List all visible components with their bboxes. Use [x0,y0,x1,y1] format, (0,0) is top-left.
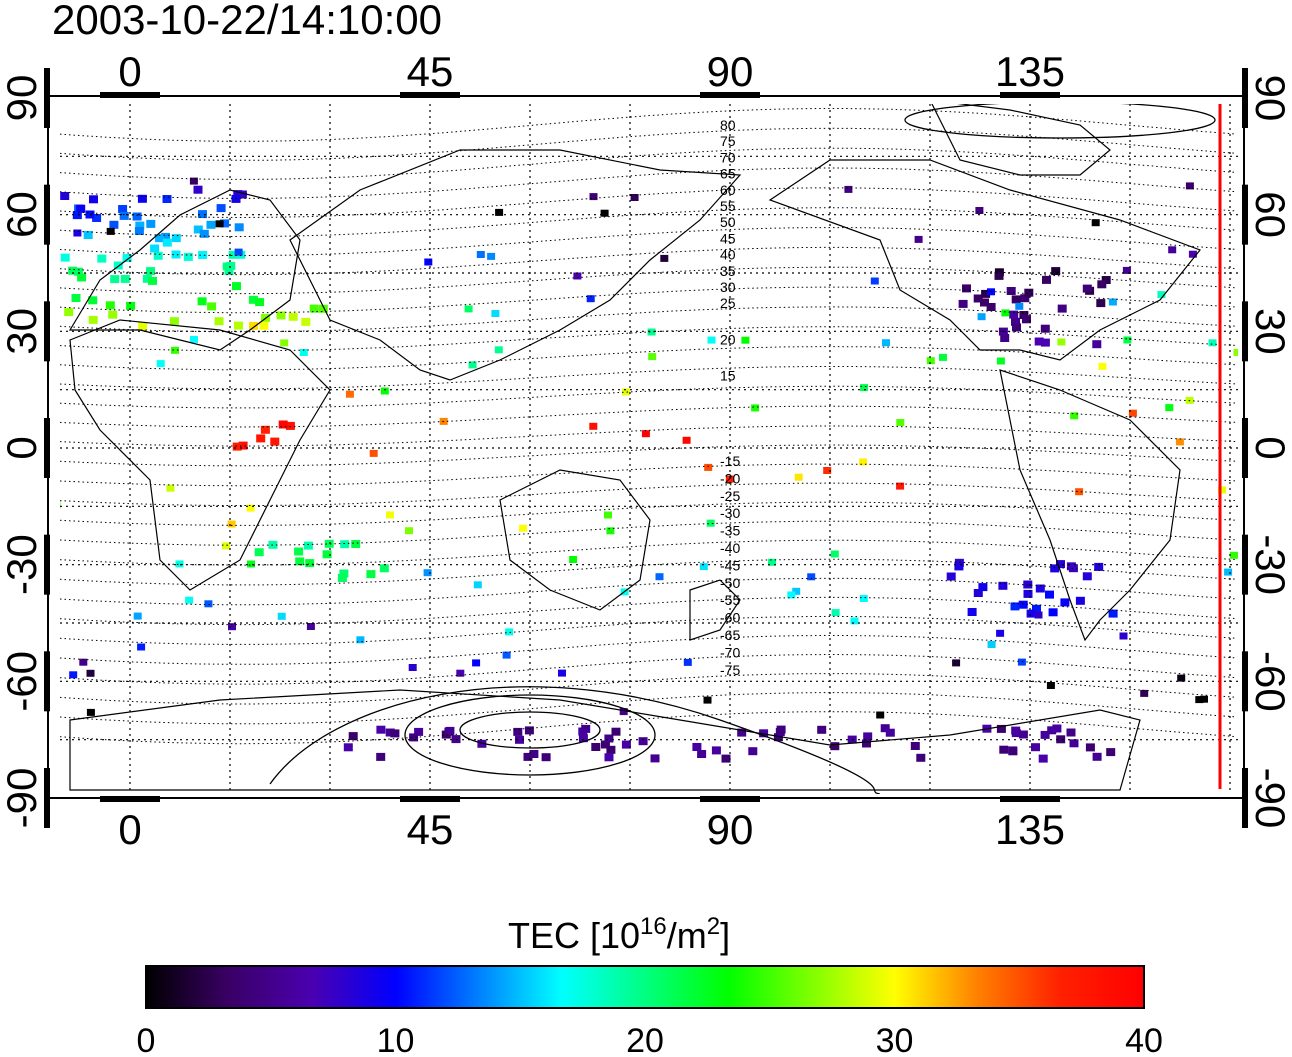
coastline-1 [69,319,331,591]
contour-label: 60 [720,182,736,198]
y-tick-right: 60 [1247,191,1292,238]
y-tick-right: -60 [1247,651,1292,712]
contour-label: 50 [720,214,736,230]
y-axis-left-ticks: 90 60 30 0 -30 -60 -90 [0,75,45,829]
lat-lon-grid [60,104,1238,794]
colorbar-tick: 10 [377,1022,415,1057]
colorbar-title: TEC [1016/m2] [508,913,730,956]
contour-label: 45 [720,230,736,246]
coastline-7 [931,104,1111,176]
contour-label: -65 [720,627,740,643]
contour-label: -60 [720,610,740,626]
tec-cluster-southern-africa [254,539,389,582]
colorbar-tick: 30 [876,1022,914,1057]
contour-label: -20 [720,470,740,486]
tec-cluster-mediterranean [64,294,328,331]
x-axis-top-ticks: 04590135180-135-90-45 [118,48,1065,95]
contour-label: -45 [720,557,740,573]
coastline-4 [689,579,741,641]
tec-cluster-north-africa [232,420,295,451]
x-tick-top: 0 [118,48,141,95]
contour-label: -25 [720,488,740,504]
colorbar-tick: 20 [626,1022,664,1057]
coastline-2 [289,149,742,381]
contour-label: 75 [720,133,736,149]
contour-label: 65 [720,166,736,182]
colorbar-tick: 0 [137,1022,156,1057]
contour-label: 70 [720,149,736,165]
tec-scatter [60,177,1238,719]
contour-label: 20 [720,331,736,347]
contour-label: 80 [720,117,736,133]
y-tick-left: -90 [0,768,45,829]
tec-cluster-japan [958,267,1111,349]
y-tick-right: -30 [1247,534,1292,595]
coastline-6 [999,369,1181,642]
x-tick-bottom: 45 [407,806,454,853]
y-tick-left: -60 [0,651,45,712]
y-tick-right: 30 [1247,308,1292,355]
x-tick-top: 135 [995,48,1065,95]
frame-tick-bars [44,68,1248,828]
y-tick-left: 0 [0,436,45,459]
x-tick-bottom: 90 [707,806,754,853]
x-axis-bottom-ticks: 04590135180-135-90-45 [118,806,1065,853]
contour-label: -35 [720,523,740,539]
y-tick-right: 0 [1247,436,1292,459]
colorbar [145,965,1145,1009]
contour-label: -15 [720,453,740,469]
contour-label: -40 [720,540,740,556]
y-tick-left: 60 [0,191,45,238]
y-tick-left: -30 [0,534,45,595]
x-tick-bottom: 0 [118,806,141,853]
contour-label: 35 [720,263,736,279]
y-axis-right-ticks: 90 60 30 0 -30 -60 -90 [1247,75,1292,829]
y-tick-left: 90 [0,75,45,122]
contour-label: -75 [720,662,740,678]
contour-label: 55 [720,198,736,214]
tec-cluster-australia [946,558,1118,618]
contour-label: 40 [720,247,736,263]
timestamp-label: 2003-10-22/14:10:00 [52,0,442,43]
contour-label: -70 [720,644,740,660]
y-tick-left: 30 [0,308,45,355]
coastline-5 [768,159,1201,361]
x-tick-bottom: 135 [995,806,1065,853]
colorbar-tick: 40 [1125,1022,1163,1057]
coastlines [68,104,1201,791]
coastline-8 [69,689,1141,791]
colorbar-tick-labels: 0 10 20 30 40 [137,1022,1163,1057]
y-tick-right: 90 [1247,75,1292,122]
contour-label: 25 [720,295,736,311]
x-tick-top: 45 [407,48,454,95]
contour-label: 30 [720,279,736,295]
contour-label: -55 [720,592,740,608]
y-tick-right: -90 [1247,768,1292,829]
x-tick-top: 90 [707,48,754,95]
tec-data-layer [60,177,1238,763]
coastline-0 [68,189,301,351]
map-frame [47,95,1245,799]
contour-label: 15 [720,368,736,384]
coastline-3 [499,469,651,611]
contour-label: -50 [720,575,740,591]
contour-label: -30 [720,505,740,521]
